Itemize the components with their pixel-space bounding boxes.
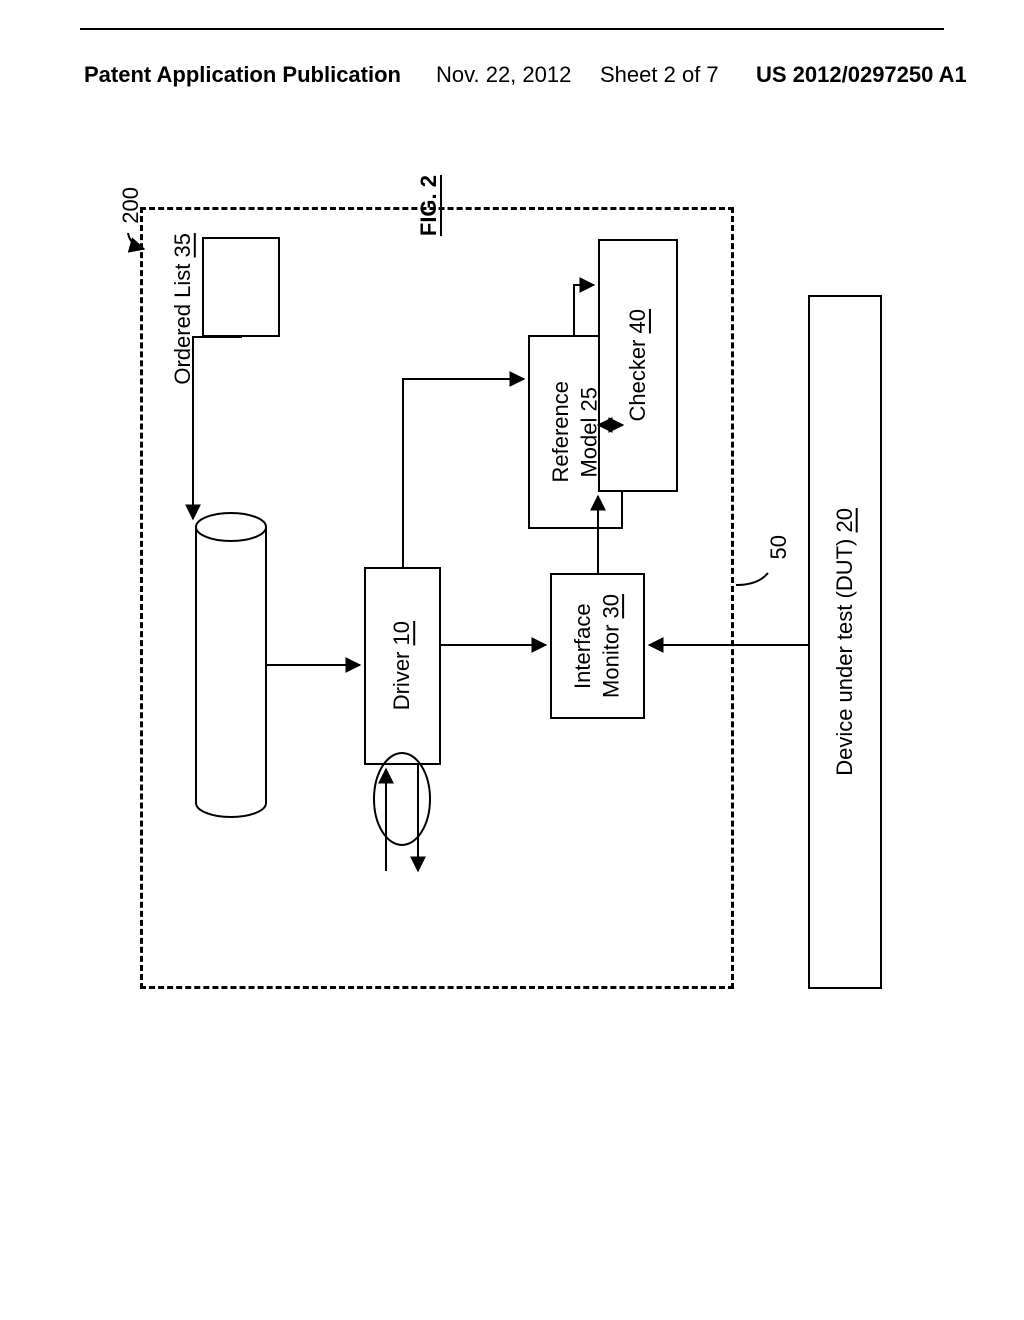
driver-dut-ellipse <box>374 753 430 845</box>
header-rule <box>80 28 944 30</box>
svg-overlay <box>118 185 900 1200</box>
arrow-driver-to-refmodel <box>403 379 524 567</box>
ref50-hook <box>736 573 768 585</box>
ref200-arrow <box>128 233 144 249</box>
page: Patent Application Publication Nov. 22, … <box>0 0 1024 1320</box>
header-left: Patent Application Publication <box>84 62 401 88</box>
header-date: Nov. 22, 2012 <box>436 62 571 88</box>
arrow-ref-to-checker <box>574 285 594 335</box>
database-cylinder <box>196 513 266 817</box>
arrow-ol-to-db <box>193 337 242 519</box>
header-sheet: Sheet 2 of 7 <box>600 62 719 88</box>
header-docnum: US 2012/0297250 A1 <box>756 62 967 88</box>
diagram: FIG. 2 200 Ordered List 35 Driver 10 Ref… <box>118 185 900 1200</box>
